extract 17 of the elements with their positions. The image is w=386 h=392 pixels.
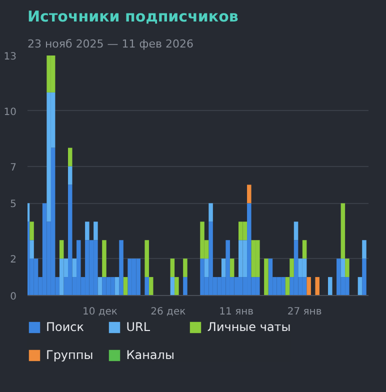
y-tick-label: 5 bbox=[10, 199, 17, 210]
y-tick-label: 10 bbox=[4, 106, 17, 118]
y-tick-label: 0 bbox=[10, 292, 17, 302]
x-tick-label: 11 янв bbox=[219, 306, 254, 318]
x-tick-label: 26 дек bbox=[150, 306, 186, 318]
chart-title: Источники подписчиков bbox=[28, 8, 238, 26]
chart-subtitle: 23 нояб 2025 — 11 фев 2026 bbox=[28, 38, 194, 50]
y-tick-label: 2 bbox=[10, 254, 17, 266]
legend-label: Каналы bbox=[126, 348, 174, 362]
legend-label: Поиск bbox=[46, 320, 84, 334]
legend-label: URL bbox=[126, 320, 150, 334]
x-tick-label: 27 янв bbox=[287, 306, 322, 318]
legend-label: Личные чаты bbox=[207, 320, 291, 334]
y-tick-label: 7 bbox=[10, 162, 17, 174]
y-tick-label: 13 bbox=[4, 52, 17, 62]
x-tick-label: 10 дек bbox=[82, 306, 118, 318]
legend-label: Группы bbox=[46, 348, 94, 362]
